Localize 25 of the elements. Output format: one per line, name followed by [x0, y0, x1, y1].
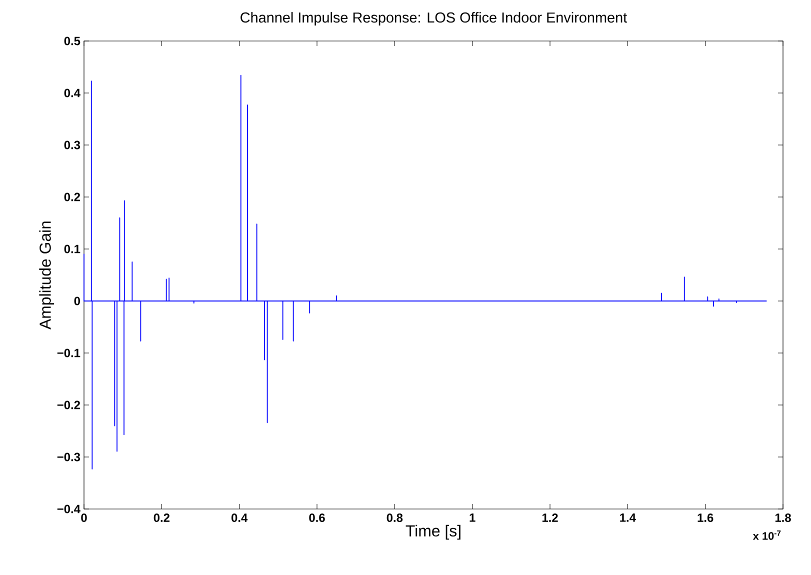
x-tick-label: 1: [470, 514, 476, 522]
y-tick-label: −0.1: [57, 348, 80, 358]
x-tick-label: 0.2: [154, 514, 170, 522]
y-tick-label: −0.3: [57, 452, 80, 462]
x-tick-label: 1.6: [698, 514, 714, 522]
x-axis-title: Time [s]: [406, 524, 460, 540]
y-tick-label: 0.5: [64, 36, 80, 46]
y-tick-label: 0.4: [64, 88, 80, 98]
text: x 10$^{-7}$: [752, 530, 781, 540]
y-axis-title: Amplitude Gain: [39, 222, 54, 330]
x-tick-label: 0.4: [231, 514, 248, 522]
chart-title: Channel Impulse Response: LOS Office Indoor Environment: [240, 12, 627, 26]
line-series: [84, 74, 768, 470]
x-tick-label: 0.6: [309, 514, 325, 522]
x-tick-label: 1.8: [775, 514, 791, 522]
x-tick-label: 0: [81, 514, 87, 522]
y-tick-label: 0.1: [64, 244, 80, 254]
y-tick-label: 0.3: [64, 140, 80, 150]
x-tick-label: 0.8: [386, 514, 403, 522]
x-tick-label: 1.2: [542, 514, 558, 522]
y-tick-label: −0.4: [57, 504, 80, 514]
y-tick-label: −0.2: [57, 400, 80, 410]
x-tick-label: 1.4: [620, 514, 636, 522]
y-tick-label: 0: [74, 296, 80, 306]
y-tick-label: 0.2: [64, 192, 80, 202]
